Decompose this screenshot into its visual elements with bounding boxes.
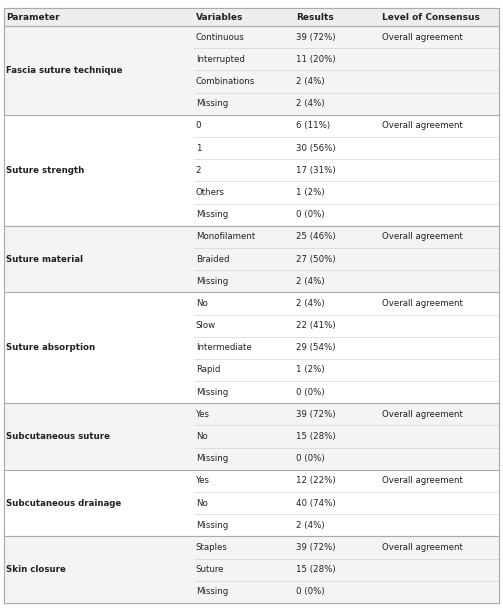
Text: Overall agreement: Overall agreement — [382, 476, 463, 485]
Text: 1 (2%): 1 (2%) — [296, 188, 325, 197]
Text: Suture: Suture — [196, 565, 224, 574]
Bar — [4, 226, 499, 292]
Text: Skin closure: Skin closure — [6, 565, 66, 574]
Text: Others: Others — [196, 188, 225, 197]
Bar — [4, 537, 499, 603]
Bar — [4, 114, 499, 226]
Text: 2: 2 — [196, 166, 201, 175]
Text: 30 (56%): 30 (56%) — [296, 144, 336, 153]
Text: Results: Results — [296, 13, 334, 21]
Text: Missing: Missing — [196, 588, 228, 596]
Text: Missing: Missing — [196, 210, 228, 219]
Text: No: No — [196, 432, 207, 441]
Text: 40 (74%): 40 (74%) — [296, 499, 336, 508]
Text: Missing: Missing — [196, 276, 228, 286]
Text: Missing: Missing — [196, 521, 228, 530]
Text: 0 (0%): 0 (0%) — [296, 454, 325, 463]
Text: Fascia suture technique: Fascia suture technique — [6, 66, 123, 75]
Text: Missing: Missing — [196, 454, 228, 463]
Bar — [4, 470, 499, 537]
Text: 29 (54%): 29 (54%) — [296, 343, 336, 352]
Text: 39 (72%): 39 (72%) — [296, 543, 336, 552]
Text: 2 (4%): 2 (4%) — [296, 276, 325, 286]
Text: 12 (22%): 12 (22%) — [296, 476, 336, 485]
Bar — [4, 403, 499, 470]
Text: Subcutaneous drainage: Subcutaneous drainage — [6, 499, 121, 508]
Text: 1: 1 — [196, 144, 201, 153]
Text: Overall agreement: Overall agreement — [382, 33, 463, 41]
Text: Overall agreement: Overall agreement — [382, 232, 463, 241]
Text: 27 (50%): 27 (50%) — [296, 255, 336, 264]
Text: 15 (28%): 15 (28%) — [296, 565, 336, 574]
Text: 0: 0 — [196, 121, 201, 130]
Text: 2 (4%): 2 (4%) — [296, 77, 325, 86]
Text: 25 (46%): 25 (46%) — [296, 232, 336, 241]
Bar — [4, 292, 499, 403]
Text: 22 (41%): 22 (41%) — [296, 321, 336, 330]
Text: Continuous: Continuous — [196, 33, 244, 41]
Text: Yes: Yes — [196, 410, 210, 419]
Text: Rapid: Rapid — [196, 365, 220, 375]
Text: 0 (0%): 0 (0%) — [296, 388, 325, 396]
Text: Missing: Missing — [196, 99, 228, 108]
Text: Overall agreement: Overall agreement — [382, 121, 463, 130]
Text: Overall agreement: Overall agreement — [382, 543, 463, 552]
Text: 17 (31%): 17 (31%) — [296, 166, 336, 175]
Text: 0 (0%): 0 (0%) — [296, 588, 325, 596]
Text: Suture strength: Suture strength — [6, 166, 85, 175]
Text: No: No — [196, 499, 207, 508]
Text: 1 (2%): 1 (2%) — [296, 365, 325, 375]
Text: 11 (20%): 11 (20%) — [296, 55, 336, 64]
Text: 2 (4%): 2 (4%) — [296, 521, 325, 530]
Text: Overall agreement: Overall agreement — [382, 410, 463, 419]
Text: Suture absorption: Suture absorption — [6, 343, 95, 352]
Text: Slow: Slow — [196, 321, 216, 330]
Bar — [4, 26, 499, 114]
Text: Overall agreement: Overall agreement — [382, 299, 463, 308]
Text: Yes: Yes — [196, 476, 210, 485]
Text: 6 (11%): 6 (11%) — [296, 121, 330, 130]
Text: 39 (72%): 39 (72%) — [296, 410, 336, 419]
Text: Monofilament: Monofilament — [196, 232, 255, 241]
Text: Parameter: Parameter — [6, 13, 60, 21]
Text: 39 (72%): 39 (72%) — [296, 33, 336, 41]
Text: Intermediate: Intermediate — [196, 343, 252, 352]
Text: 0 (0%): 0 (0%) — [296, 210, 325, 219]
Text: 2 (4%): 2 (4%) — [296, 99, 325, 108]
Text: Suture material: Suture material — [6, 255, 83, 264]
Text: Variables: Variables — [196, 13, 243, 21]
Text: Interrupted: Interrupted — [196, 55, 244, 64]
Text: Braided: Braided — [196, 255, 229, 264]
Text: Staples: Staples — [196, 543, 227, 552]
Text: Subcutaneous suture: Subcutaneous suture — [6, 432, 110, 441]
Bar — [4, 8, 499, 26]
Text: 2 (4%): 2 (4%) — [296, 299, 325, 308]
Text: Combinations: Combinations — [196, 77, 255, 86]
Text: No: No — [196, 299, 207, 308]
Text: Level of Consensus: Level of Consensus — [382, 13, 480, 21]
Text: 15 (28%): 15 (28%) — [296, 432, 336, 441]
Text: Missing: Missing — [196, 388, 228, 396]
